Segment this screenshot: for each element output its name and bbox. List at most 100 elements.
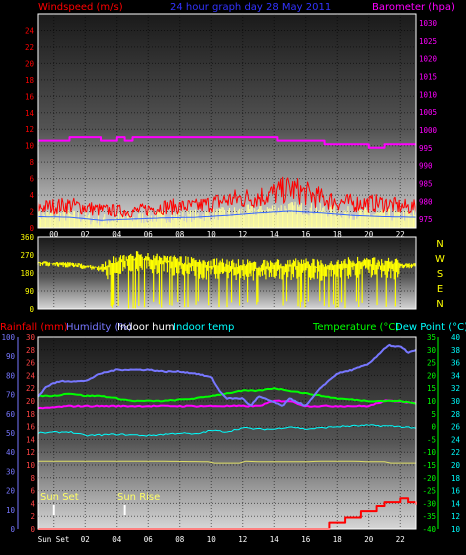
hour-tick-label: 16 bbox=[301, 535, 311, 544]
direction-tick-label: 180 bbox=[20, 269, 34, 278]
temp-panel-bg bbox=[38, 337, 416, 529]
wind-tick-label: 14 bbox=[25, 109, 35, 118]
temperature-tick-label: 10 bbox=[427, 397, 437, 406]
indoor-hum-legend: Indoor hum bbox=[117, 322, 175, 333]
hour-tick-label: 18 bbox=[333, 230, 343, 239]
rainfall-tick-label: 18 bbox=[26, 410, 36, 419]
barometer-tick-label: 1030 bbox=[419, 19, 438, 28]
temperature-tick-label: -35 bbox=[422, 512, 436, 521]
temperature-tick-label: 20 bbox=[427, 371, 437, 380]
wind-panel-bg bbox=[38, 14, 416, 228]
wind-tick-label: 8 bbox=[29, 158, 34, 167]
dewpoint-tick-label: 14 bbox=[451, 499, 461, 508]
wind-tick-label: 12 bbox=[25, 125, 34, 134]
barometer-axis-title: Barometer (hpa) bbox=[372, 2, 455, 13]
direction-tick-label: 270 bbox=[20, 251, 34, 260]
temperature-tick-label: 5 bbox=[431, 410, 436, 419]
dewpoint-line bbox=[37, 399, 417, 410]
rainfall-tick-label: 30 bbox=[26, 333, 36, 342]
hour-tick-label: 00 bbox=[49, 230, 59, 239]
chart-title: 24 hour graph day 28 May 2011 bbox=[170, 2, 331, 13]
hour-tick-label: 18 bbox=[333, 535, 343, 544]
humidity-tick-label: 0 bbox=[10, 525, 15, 534]
wind-tick-label: 18 bbox=[25, 76, 35, 85]
wind-tick-label: 16 bbox=[25, 92, 35, 101]
hour-tick-label: 12 bbox=[238, 535, 247, 544]
temperature-line bbox=[37, 387, 417, 405]
humidity-tick-label: 20 bbox=[6, 487, 16, 496]
dewpoint-tick-label: 28 bbox=[451, 410, 461, 419]
hour-tick-label: 08 bbox=[175, 230, 185, 239]
hour-tick-label: 16 bbox=[301, 230, 311, 239]
barometer-tick-label: 1025 bbox=[419, 37, 437, 46]
hour-tick-label: 06 bbox=[144, 230, 154, 239]
temperature-tick-label: -40 bbox=[422, 525, 436, 534]
dewpoint-tick-label: 26 bbox=[451, 423, 461, 432]
compass-label: N bbox=[436, 239, 443, 250]
wind-tick-label: 0 bbox=[29, 224, 34, 233]
sunset-label: Sun Set bbox=[40, 492, 79, 503]
dewpoint-tick-label: 20 bbox=[451, 461, 461, 470]
rainfall-tick-label: 20 bbox=[26, 397, 36, 406]
rainfall-tick-label: 16 bbox=[26, 423, 36, 432]
rainfall-axis-title: Rainfall (mm) bbox=[0, 322, 68, 333]
rainfall-tick-label: 2 bbox=[30, 512, 35, 521]
temperature-tick-label: 25 bbox=[427, 359, 436, 368]
dewpoint-tick-label: 38 bbox=[451, 346, 461, 355]
dewpoint-tick-label: 30 bbox=[451, 397, 461, 406]
rainfall-tick-label: 10 bbox=[26, 461, 36, 470]
temperature-tick-label: 30 bbox=[427, 346, 437, 355]
wind-tick-label: 24 bbox=[25, 26, 35, 35]
hour-tick-label: 08 bbox=[175, 535, 185, 544]
barometer-tick-label: 975 bbox=[419, 215, 433, 224]
dewpoint-tick-label: 18 bbox=[451, 474, 461, 483]
rainfall-tick-label: 28 bbox=[26, 346, 36, 355]
humidity-tick-label: 50 bbox=[6, 429, 16, 438]
humidity-tick-label: 90 bbox=[6, 352, 16, 361]
humidity-tick-label: 70 bbox=[6, 391, 16, 400]
temperature-axis-title: Temperature (°C) bbox=[312, 322, 399, 333]
humidity-tick-label: 40 bbox=[6, 448, 16, 457]
hour-tick-label: 12 bbox=[238, 230, 247, 239]
barometer-tick-label: 985 bbox=[419, 179, 433, 188]
hour-tick-label: 10 bbox=[207, 535, 217, 544]
rainfall-tick-label: 6 bbox=[30, 487, 35, 496]
barometer-line bbox=[38, 136, 416, 149]
hour-tick-label: 10 bbox=[207, 230, 217, 239]
humidity-tick-label: 10 bbox=[6, 506, 16, 515]
rainfall-tick-label: 24 bbox=[26, 371, 36, 380]
hour-tick-label: 20 bbox=[364, 230, 374, 239]
barometer-tick-label: 1010 bbox=[419, 90, 438, 99]
direction-panel-border bbox=[37, 236, 417, 310]
barometer-tick-label: 1005 bbox=[419, 108, 437, 117]
hour-tick-label: 14 bbox=[270, 230, 280, 239]
series-layer bbox=[37, 136, 417, 530]
hour-tick-label: 14 bbox=[270, 535, 280, 544]
hour-tick-label: 20 bbox=[364, 535, 374, 544]
hour-tick-label: 06 bbox=[144, 535, 154, 544]
compass-label: E bbox=[437, 284, 443, 295]
windspeed-axis-title: Windspeed (m/s) bbox=[38, 2, 123, 13]
dewpoint-tick-label: 22 bbox=[451, 448, 460, 457]
wind-tick-label: 2 bbox=[29, 208, 34, 217]
windspeed-line bbox=[37, 176, 417, 218]
barometer-tick-label: 995 bbox=[419, 144, 433, 153]
hour-tick-label: 04 bbox=[112, 535, 122, 544]
direction-tick-label: 360 bbox=[20, 233, 34, 242]
humidity-tick-label: 80 bbox=[6, 371, 16, 380]
wind-tick-label: 4 bbox=[29, 191, 34, 200]
hour-tick-label: 02 bbox=[81, 230, 90, 239]
humidity-axis-title: Humidity (%) bbox=[66, 322, 132, 333]
rainfall-tick-label: 4 bbox=[30, 499, 35, 508]
barometer-tick-label: 990 bbox=[419, 162, 433, 171]
compass-label: N bbox=[436, 299, 443, 310]
rainfall-tick-label: 8 bbox=[30, 474, 35, 483]
barometer-tick-label: 1015 bbox=[419, 72, 437, 81]
wind-panel-border bbox=[37, 13, 417, 229]
wind-tick-label: 10 bbox=[25, 142, 35, 151]
rainfall-tick-label: 0 bbox=[30, 525, 35, 534]
dewpoint-tick-label: 16 bbox=[451, 487, 461, 496]
dewpoint-tick-label: 36 bbox=[451, 359, 461, 368]
barometer-tick-label: 1000 bbox=[419, 126, 438, 135]
